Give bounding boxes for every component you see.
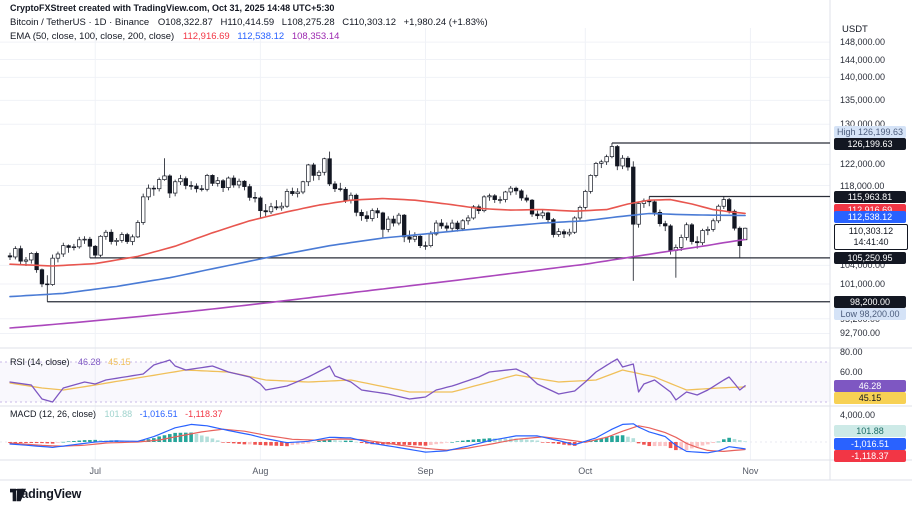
price-tick: 130,000.00 [840, 119, 886, 130]
price-line-badge: 105,250.95 [834, 251, 906, 264]
axis-currency-label: USDT [842, 24, 868, 35]
price-tick: 92,700.00 [840, 328, 881, 339]
ema200-value: 108,353.14 [291, 31, 340, 42]
attribution-text: CryptoFXStreet created with TradingView.… [10, 3, 335, 13]
macd-axis-tick: 4,000.00 [840, 410, 876, 420]
price-tick: 104,000.00 [840, 260, 886, 271]
month-label-aug: Aug [252, 466, 269, 476]
tradingview-logo-text: TradingView [10, 487, 82, 501]
rsi-ma-value: 45.15 [108, 357, 131, 367]
ohlc-high: H110,414.59 [220, 17, 275, 28]
macd-legend: MACD (12, 26, close) 101.88 -1,016.51 -1… [10, 409, 228, 419]
ohlc-close: C110,303.12 [342, 17, 396, 28]
candlestick-series [7, 143, 748, 302]
macd-legend-label[interactable]: MACD (12, 26, close) [10, 409, 97, 419]
macd-value-badge: -1,016.51 [834, 438, 906, 450]
price-tick: 148,000.00 [840, 37, 886, 48]
rsi-value-badge: 46.28 [834, 379, 906, 392]
symbol-header: Bitcoin / TetherUS · 1D · Binance O108,3… [10, 17, 493, 28]
symbol-title[interactable]: Bitcoin / TetherUS · 1D · Binance [10, 17, 150, 28]
price-tick: 135,000.00 [840, 95, 886, 106]
macd-value-badge: 101.88 [834, 425, 906, 437]
price-tick: 122,000.00 [840, 159, 886, 170]
price-line-badge: 115,963.81 [834, 190, 906, 203]
price-tick: 101,000.00 [840, 278, 886, 289]
price-axis[interactable]: USDT 148,000.00 144,000.00 140,000.00 135,0… [830, 0, 912, 480]
rsi-legend-label[interactable]: RSI (14, close) [10, 357, 70, 367]
price-tick: 140,000.00 [840, 72, 886, 83]
ema-legend-label[interactable]: EMA (50, close, 100, close, 200, close) [10, 31, 175, 42]
ema-price-badge: 112,538.12 [834, 211, 906, 224]
macd-line-value: -1,016.51 [139, 409, 178, 419]
rsi-axis-tick: 80.00 [840, 347, 863, 357]
price-tick: 118,000.00 [840, 180, 885, 191]
macd-value-badge: -1,118.37 [834, 450, 906, 462]
ema100-value: 112,538.12 [237, 31, 285, 42]
tradingview-logo[interactable]: TradingView [10, 487, 82, 502]
month-label-jul: Jul [89, 466, 101, 476]
tradingview-logo-icon [10, 488, 26, 502]
rsi-legend: RSI (14, close) 46.28 45.15 [10, 357, 136, 367]
price-line-badge: 98,200.00 [834, 295, 906, 308]
month-label-nov: Nov [742, 466, 759, 476]
price-tick: 144,000.00 [840, 54, 886, 65]
ema50-value: 112,916.69 [182, 31, 230, 42]
bar-countdown: 14:41:40 [853, 237, 889, 248]
price-change: +1,980.24 (+1.83%) [403, 17, 488, 28]
month-label-sep: Sep [417, 466, 434, 476]
high-low-badge: High 126,199.63 [834, 126, 906, 138]
ohlc-open: O108,322.87 [157, 17, 213, 28]
ohlc-low: L108,275.28 [281, 17, 335, 28]
current-price-badge: 110,303.12 14:41:40 [834, 224, 908, 251]
rsi-value-badge: 45.15 [834, 392, 906, 404]
current-price-value: 110,303.12 [848, 226, 894, 237]
rsi-value: 46.28 [78, 357, 101, 367]
rsi-axis-tick: 60.00 [840, 367, 863, 377]
macd-hist-value: 101.88 [104, 409, 133, 419]
ema-legend: EMA (50, close, 100, close, 200, close) … [10, 31, 344, 42]
month-label-oct: Oct [578, 466, 593, 476]
high-low-badge: Low 98,200.00 [834, 307, 906, 320]
price-line-badge: 126,199.63 [834, 138, 906, 150]
macd-signal-value: -1,118.37 [185, 409, 223, 419]
